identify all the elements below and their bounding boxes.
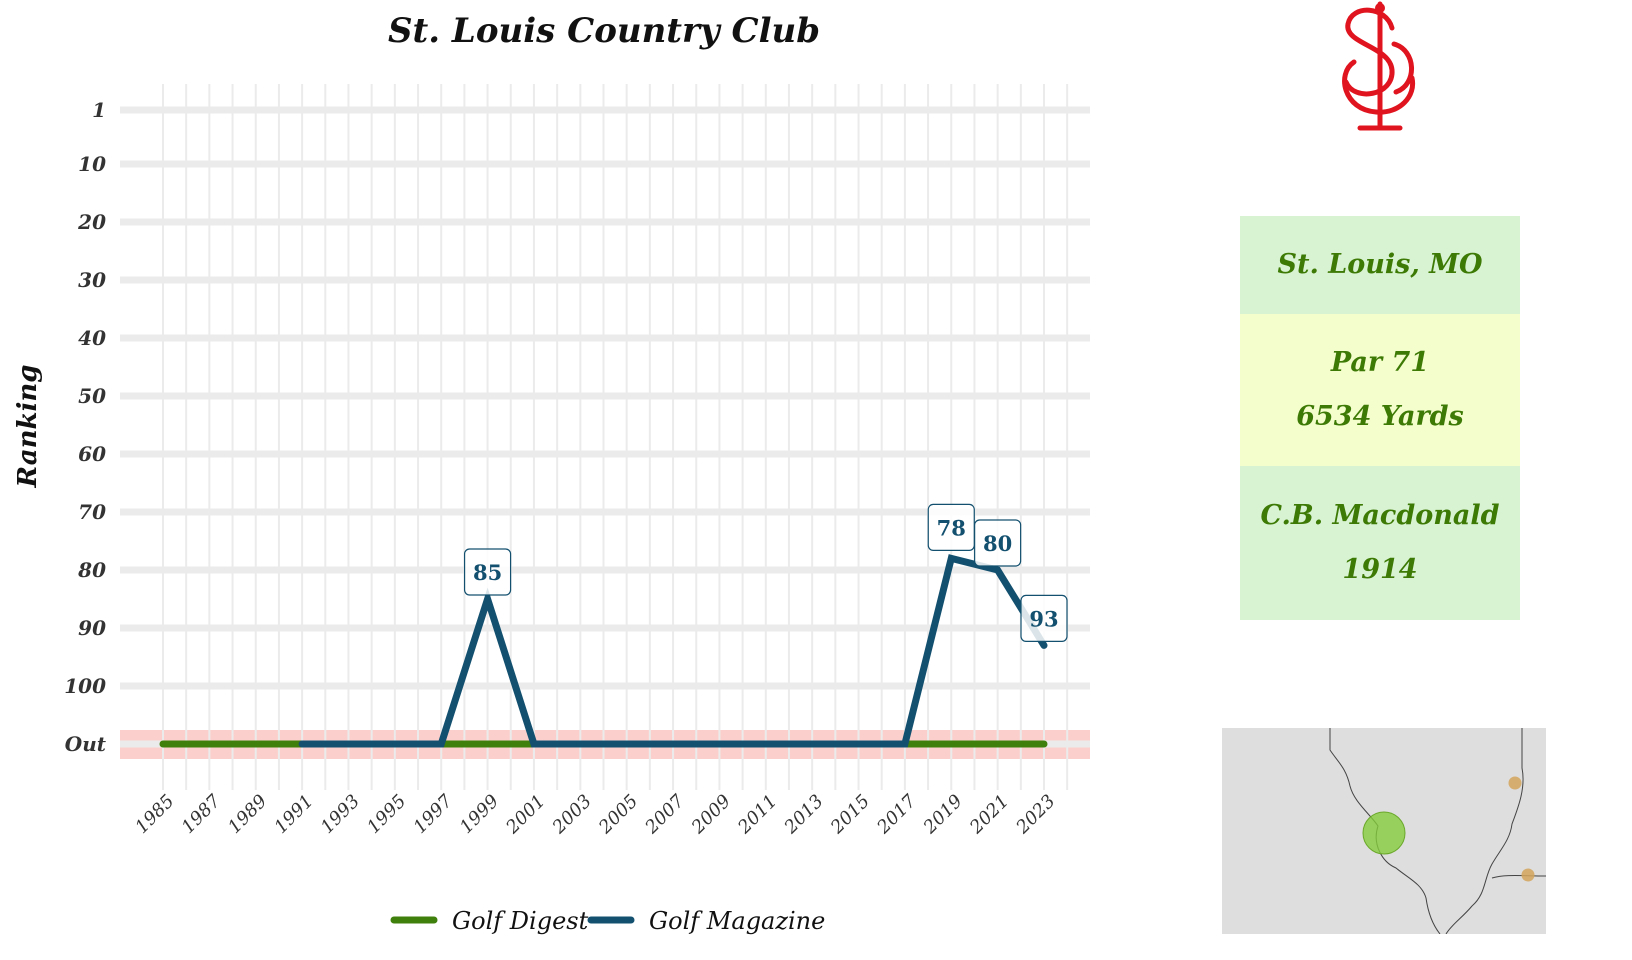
y-tick-label: 80 xyxy=(77,558,106,582)
y-tick-label: 100 xyxy=(64,674,106,698)
x-tick-label: 2017 xyxy=(872,790,920,838)
y-axis-label: Ranking xyxy=(13,365,43,489)
x-tick-label: 2015 xyxy=(826,791,874,839)
x-tick-label: 2013 xyxy=(780,791,828,839)
data-label: 78 xyxy=(927,503,975,551)
legend-label: Golf Magazine xyxy=(649,907,825,935)
x-tick-label: 2023 xyxy=(1012,791,1060,839)
data-label: 93 xyxy=(1020,594,1068,643)
architect-text: C.B. Macdonald xyxy=(1260,500,1500,531)
y-tick-label: 20 xyxy=(77,210,106,234)
data-label: 80 xyxy=(974,519,1022,567)
svg-text:85: 85 xyxy=(473,560,502,585)
x-tick-label: 1987 xyxy=(178,790,226,838)
y-tick-label: Out xyxy=(65,732,107,756)
x-tick-label: 1997 xyxy=(410,790,458,838)
yardage-text: 6534 Yards xyxy=(1296,401,1464,432)
legend-item: Golf Magazine xyxy=(587,907,825,935)
data-labels: 85 78 80 93 xyxy=(463,503,1068,643)
regional-location-map xyxy=(1222,728,1546,934)
y-tick-label: 1 xyxy=(92,98,106,122)
y-tick-label: 30 xyxy=(78,268,106,292)
x-tick-label: 1995 xyxy=(363,791,410,838)
x-tick-label: 2005 xyxy=(594,791,642,839)
svg-text:78: 78 xyxy=(937,515,966,540)
grid xyxy=(120,84,1090,790)
x-tick-label: 2009 xyxy=(687,791,735,839)
svg-text:80: 80 xyxy=(983,531,1012,556)
legend-item: Golf Digest xyxy=(390,907,589,935)
series-lines xyxy=(159,554,1048,748)
x-tick-label: 2007 xyxy=(641,790,689,838)
location-text: St. Louis, MO xyxy=(1277,249,1483,280)
svg-text:93: 93 xyxy=(1029,606,1058,631)
club-monogram-logo xyxy=(1342,1,1416,131)
x-tick-label: 1985 xyxy=(131,791,178,838)
legend-label: Golf Digest xyxy=(452,907,589,935)
location-box: St. Louis, MO xyxy=(1240,216,1520,314)
architect-box: C.B. Macdonald 1914 xyxy=(1240,466,1520,620)
par-text: Par 71 xyxy=(1330,347,1430,378)
x-tick-label: 2019 xyxy=(919,791,967,839)
y-axis-ticks: 1 10 20 30 40 50 60 70 80 90 100 Out xyxy=(64,98,107,756)
x-tick-label: 1991 xyxy=(270,791,317,838)
x-tick-label: 2003 xyxy=(548,791,596,839)
y-tick-label: 90 xyxy=(78,616,106,640)
y-tick-label: 10 xyxy=(78,152,106,176)
y-tick-label: 40 xyxy=(78,326,106,350)
y-tick-label: 70 xyxy=(78,500,106,524)
x-tick-label: 2011 xyxy=(733,791,781,839)
y-tick-label: 60 xyxy=(78,442,106,466)
x-tick-label: 1999 xyxy=(456,791,503,838)
par-yardage-box: Par 71 6534 Yards xyxy=(1240,314,1520,466)
x-tick-label: 1993 xyxy=(317,791,364,838)
legend: Golf Digest Golf Magazine xyxy=(390,907,825,935)
series-line-golf-magazine xyxy=(298,554,1048,748)
year-built-text: 1914 xyxy=(1342,554,1418,585)
x-tick-label: 2001 xyxy=(502,791,550,839)
x-tick-label: 2021 xyxy=(965,791,1013,839)
y-tick-label: 50 xyxy=(78,384,106,408)
data-label: 85 xyxy=(463,548,512,596)
x-tick-label: 1989 xyxy=(224,791,271,838)
chart-title: St. Louis Country Club xyxy=(388,11,820,51)
x-axis-ticks: 1985 1987 1989 1991 1993 1995 1997 1999 2001 2003… xyxy=(131,790,1059,838)
